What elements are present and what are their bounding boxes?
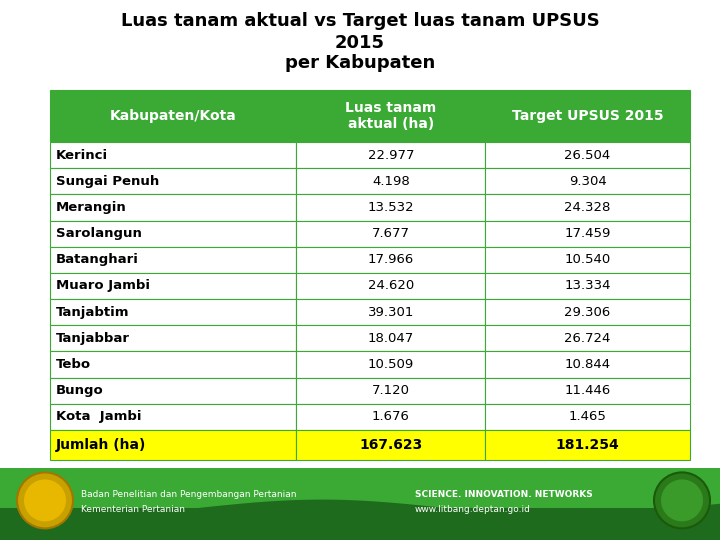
Bar — [297, 194, 485, 220]
Bar — [485, 90, 690, 142]
Bar — [297, 299, 485, 325]
Text: Bungo: Bungo — [56, 384, 104, 397]
Text: 13.532: 13.532 — [367, 201, 414, 214]
Bar — [50, 352, 297, 377]
Bar — [297, 430, 485, 460]
Bar — [297, 352, 485, 377]
Text: 24.328: 24.328 — [564, 201, 611, 214]
Text: Target UPSUS 2015: Target UPSUS 2015 — [512, 109, 663, 123]
Bar — [485, 299, 690, 325]
Text: Kabupaten/Kota: Kabupaten/Kota — [110, 109, 237, 123]
Text: 4.198: 4.198 — [372, 175, 410, 188]
Bar — [50, 90, 297, 142]
Text: per Kabupaten: per Kabupaten — [285, 54, 435, 72]
Text: 1.465: 1.465 — [569, 410, 606, 423]
Text: Luas tanam aktual vs Target luas tanam UPSUS: Luas tanam aktual vs Target luas tanam U… — [121, 12, 599, 30]
Bar — [485, 273, 690, 299]
Text: 10.509: 10.509 — [368, 358, 414, 371]
Bar — [50, 325, 297, 352]
Text: Tanjabbar: Tanjabbar — [56, 332, 130, 345]
Bar — [485, 168, 690, 194]
Text: 181.254: 181.254 — [556, 438, 619, 452]
Text: Badan Penelitian dan Pengembangan Pertanian: Badan Penelitian dan Pengembangan Pertan… — [81, 490, 297, 499]
Circle shape — [654, 472, 710, 529]
Bar — [485, 220, 690, 247]
Text: 17.966: 17.966 — [368, 253, 414, 266]
Text: 18.047: 18.047 — [368, 332, 414, 345]
Text: 13.334: 13.334 — [564, 280, 611, 293]
Text: 2015: 2015 — [335, 34, 385, 52]
Bar — [50, 377, 297, 404]
Bar — [485, 247, 690, 273]
Bar — [297, 142, 485, 168]
Circle shape — [661, 480, 703, 522]
Text: 22.977: 22.977 — [367, 148, 414, 161]
Bar — [485, 194, 690, 220]
Text: 26.724: 26.724 — [564, 332, 611, 345]
Text: Merangin: Merangin — [56, 201, 127, 214]
Text: Jumlah (ha): Jumlah (ha) — [56, 438, 146, 452]
Circle shape — [24, 480, 66, 522]
Bar — [297, 325, 485, 352]
Text: 26.504: 26.504 — [564, 148, 611, 161]
Text: 7.677: 7.677 — [372, 227, 410, 240]
Bar — [50, 194, 297, 220]
Text: 10.844: 10.844 — [564, 358, 611, 371]
Bar — [297, 247, 485, 273]
Text: Kerinci: Kerinci — [56, 148, 108, 161]
Text: Kota  Jambi: Kota Jambi — [56, 410, 142, 423]
Bar — [485, 377, 690, 404]
Text: 29.306: 29.306 — [564, 306, 611, 319]
Bar — [50, 220, 297, 247]
Bar — [485, 430, 690, 460]
Bar — [485, 325, 690, 352]
Bar — [485, 352, 690, 377]
Text: 9.304: 9.304 — [569, 175, 606, 188]
PathPatch shape — [0, 500, 720, 540]
Bar — [50, 430, 297, 460]
Text: SCIENCE. INNOVATION. NETWORKS: SCIENCE. INNOVATION. NETWORKS — [415, 490, 593, 499]
Bar — [0, 468, 720, 540]
Bar — [0, 508, 720, 540]
Bar — [297, 168, 485, 194]
Bar — [50, 168, 297, 194]
Text: 17.459: 17.459 — [564, 227, 611, 240]
Text: Sarolangun: Sarolangun — [56, 227, 142, 240]
Text: 167.623: 167.623 — [359, 438, 423, 452]
Text: 11.446: 11.446 — [564, 384, 611, 397]
Text: 39.301: 39.301 — [368, 306, 414, 319]
Text: Kementerian Pertanian: Kementerian Pertanian — [81, 505, 185, 514]
Bar — [485, 404, 690, 430]
Bar — [297, 273, 485, 299]
Text: 7.120: 7.120 — [372, 384, 410, 397]
Circle shape — [17, 472, 73, 529]
Text: Tanjabtim: Tanjabtim — [56, 306, 130, 319]
Bar — [297, 377, 485, 404]
Text: www.litbang.deptan.go.id: www.litbang.deptan.go.id — [415, 505, 531, 514]
Text: Sungai Penuh: Sungai Penuh — [56, 175, 159, 188]
Text: Muaro Jambi: Muaro Jambi — [56, 280, 150, 293]
Text: 24.620: 24.620 — [368, 280, 414, 293]
Text: Batanghari: Batanghari — [56, 253, 139, 266]
Bar — [50, 247, 297, 273]
Bar — [297, 90, 485, 142]
Bar — [50, 404, 297, 430]
Bar — [297, 404, 485, 430]
Bar — [485, 142, 690, 168]
Bar — [297, 220, 485, 247]
Bar — [50, 142, 297, 168]
Text: 1.676: 1.676 — [372, 410, 410, 423]
Text: Tebo: Tebo — [56, 358, 91, 371]
Bar — [50, 273, 297, 299]
Text: Luas tanam
aktual (ha): Luas tanam aktual (ha) — [345, 101, 436, 131]
Text: 10.540: 10.540 — [564, 253, 611, 266]
Bar — [50, 299, 297, 325]
